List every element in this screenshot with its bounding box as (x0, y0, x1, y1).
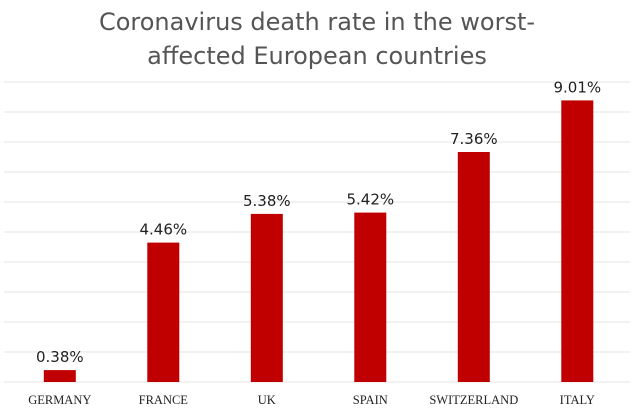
bar-france (147, 242, 180, 382)
data-labels: 0.38% 4.46% 5.38% 5.42% 7.36% 9.01% (36, 78, 601, 366)
bar-spain (354, 212, 387, 382)
chart-title-line-1: Coronavirus death rate in the worst- (99, 8, 535, 36)
data-label-germany: 0.38% (36, 348, 84, 366)
data-label-switzerland: 7.36% (450, 130, 498, 148)
gridlines (4, 81, 630, 383)
data-label-uk: 5.38% (243, 192, 291, 210)
tick-label-germany: GERMANY (28, 393, 91, 407)
data-label-spain: 5.42% (346, 191, 394, 209)
x-axis-tick-labels: GERMANY FRANCE UK SPAIN SWITZERLAND ITALY (28, 393, 595, 407)
tick-label-uk: UK (258, 393, 276, 407)
chart-title-line-2: affected European countries (147, 42, 487, 70)
tick-label-france: FRANCE (139, 393, 189, 407)
tick-label-switzerland: SWITZERLAND (429, 393, 518, 407)
tick-label-spain: SPAIN (353, 393, 388, 407)
bar-uk (250, 213, 283, 382)
bars (43, 100, 594, 383)
data-label-france: 4.46% (139, 221, 187, 239)
bar-germany (43, 370, 76, 382)
data-label-italy: 9.01% (553, 78, 601, 96)
tick-label-italy: ITALY (560, 393, 595, 407)
chart-title: Coronavirus death rate in the worst- aff… (99, 8, 535, 70)
bar-italy (561, 100, 594, 383)
bar-switzerland (457, 152, 490, 382)
